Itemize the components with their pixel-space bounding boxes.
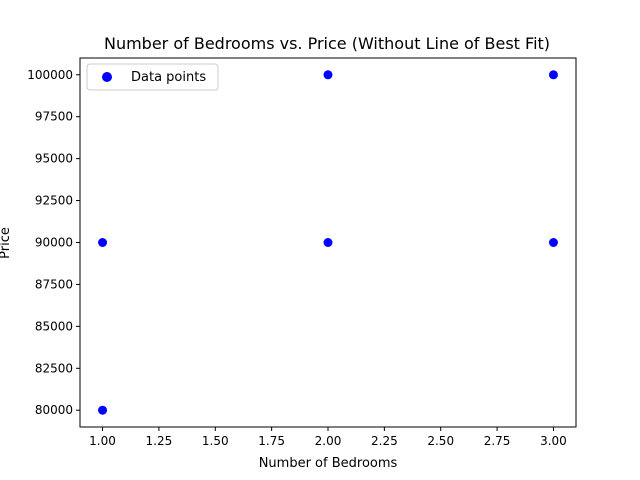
- x-tick-label: 2.25: [371, 434, 398, 448]
- x-tick-label: 2.75: [484, 434, 511, 448]
- y-tick-label: 100000: [27, 68, 73, 82]
- y-tick-label: 90000: [35, 236, 73, 250]
- legend-box: [86, 63, 219, 91]
- x-axis-ticks: 1.00 1.25 1.50 1.75 2.00 2.25 2.50 2.75 3.00: [89, 427, 567, 448]
- data-point: [323, 70, 333, 80]
- y-tick-label: 87500: [35, 277, 73, 291]
- y-tick-label: 80000: [35, 403, 73, 417]
- x-axis-label: Number of Bedrooms: [259, 456, 398, 471]
- x-tick-label: 1.00: [89, 434, 116, 448]
- data-points: [98, 70, 558, 415]
- legend: Data points: [86, 63, 219, 91]
- data-point: [323, 238, 333, 247]
- data-point: [548, 70, 558, 80]
- y-tick-label: 85000: [35, 319, 73, 333]
- y-tick-label: 95000: [35, 152, 73, 166]
- legend-marker: [102, 72, 112, 82]
- chart-title: Number of Bedrooms vs. Price (Without Li…: [104, 34, 550, 53]
- y-tick-label: 82500: [35, 361, 73, 375]
- y-axis-ticks: 80000 82500 85000 87500 90000 92500 95000 97500…: [27, 68, 80, 417]
- legend-label: Data points: [131, 70, 206, 85]
- y-tick-label: 92500: [35, 194, 73, 208]
- x-tick-label: 1.75: [258, 434, 285, 448]
- y-tick-label: 97500: [35, 110, 73, 124]
- plot-area-frame: [79, 57, 577, 428]
- data-point: [98, 238, 108, 247]
- x-tick-label: 1.50: [202, 434, 229, 448]
- x-tick-label: 2.50: [427, 434, 454, 448]
- x-tick-label: 3.00: [540, 434, 567, 448]
- x-tick-label: 2.00: [315, 434, 342, 448]
- y-axis-label: Price: [0, 227, 13, 259]
- data-point: [548, 238, 558, 247]
- x-tick-label: 1.25: [146, 434, 173, 448]
- data-point: [98, 405, 108, 415]
